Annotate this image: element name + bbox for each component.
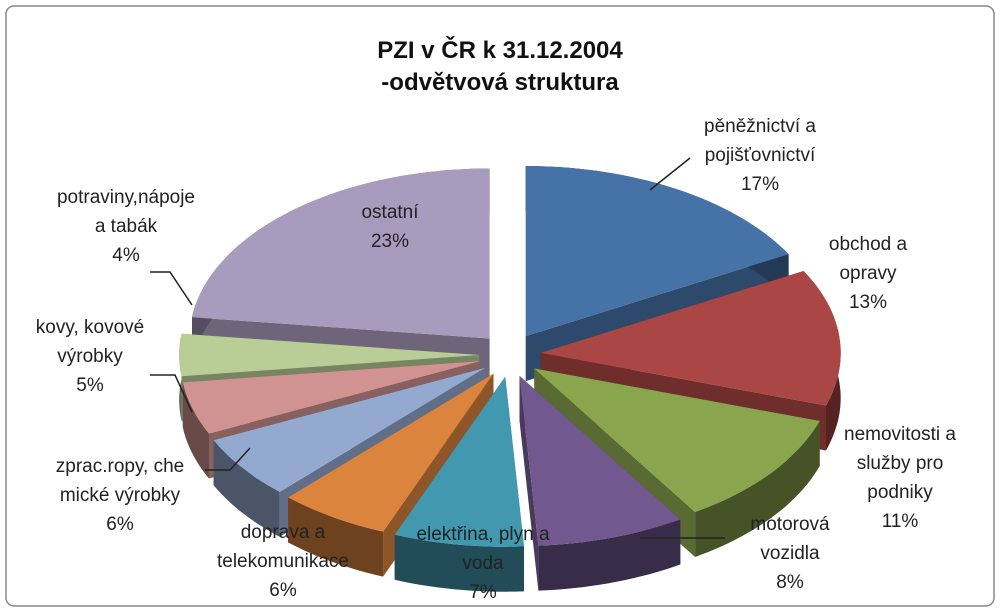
slice-top <box>394 376 524 547</box>
leader-line <box>205 447 251 471</box>
slice-side <box>519 375 539 591</box>
slice-label: pěněžnictví a pojišťovnictví <box>704 116 816 166</box>
slice-wall <box>394 534 524 592</box>
slice-top <box>179 333 480 377</box>
value-label: 6% <box>106 514 134 535</box>
leader-line <box>150 271 193 306</box>
slice-label: nemovitosti a služby pro podniky <box>844 424 956 503</box>
value-label: 5% <box>76 375 104 396</box>
value-label: 4% <box>112 245 140 266</box>
value-label: 13% <box>849 292 887 313</box>
slice-label: potraviny,nápoje a tabák <box>57 187 195 237</box>
slice-label: ostatní <box>361 202 419 223</box>
value-label: 23% <box>371 231 409 252</box>
slice-top <box>288 373 494 532</box>
value-label: 7% <box>469 582 497 603</box>
value-label: 17% <box>741 174 779 195</box>
slice-label: motorová vozidla <box>750 514 830 564</box>
leader-line <box>649 157 691 191</box>
slice-top <box>213 367 486 492</box>
leader-line <box>150 374 193 413</box>
slice-label: kovy, kovové výrobky <box>36 317 144 367</box>
slice-wall <box>213 440 280 537</box>
slice-wall <box>288 497 384 577</box>
value-label: 6% <box>269 580 297 601</box>
slice-top <box>182 361 481 434</box>
slice-label: zprac.ropy, che mické výrobky <box>56 456 184 506</box>
slice-label: doprava a telekomunikace <box>217 522 349 572</box>
value-label: 8% <box>776 572 804 593</box>
slice-label: obchod a opravy <box>829 234 908 284</box>
value-label: 11% <box>882 511 919 532</box>
slice <box>394 376 524 592</box>
slice-wall <box>695 421 820 557</box>
slice-top <box>525 166 789 337</box>
slice-label: elektřina, plyn a voda <box>416 524 550 574</box>
slice-top <box>519 375 681 546</box>
slice-top <box>540 271 841 406</box>
chart-title: PZI v ČR k 31.12.2004 -odvětvová struktur… <box>377 36 623 96</box>
slice-top <box>534 368 820 512</box>
slice-top <box>192 168 490 339</box>
